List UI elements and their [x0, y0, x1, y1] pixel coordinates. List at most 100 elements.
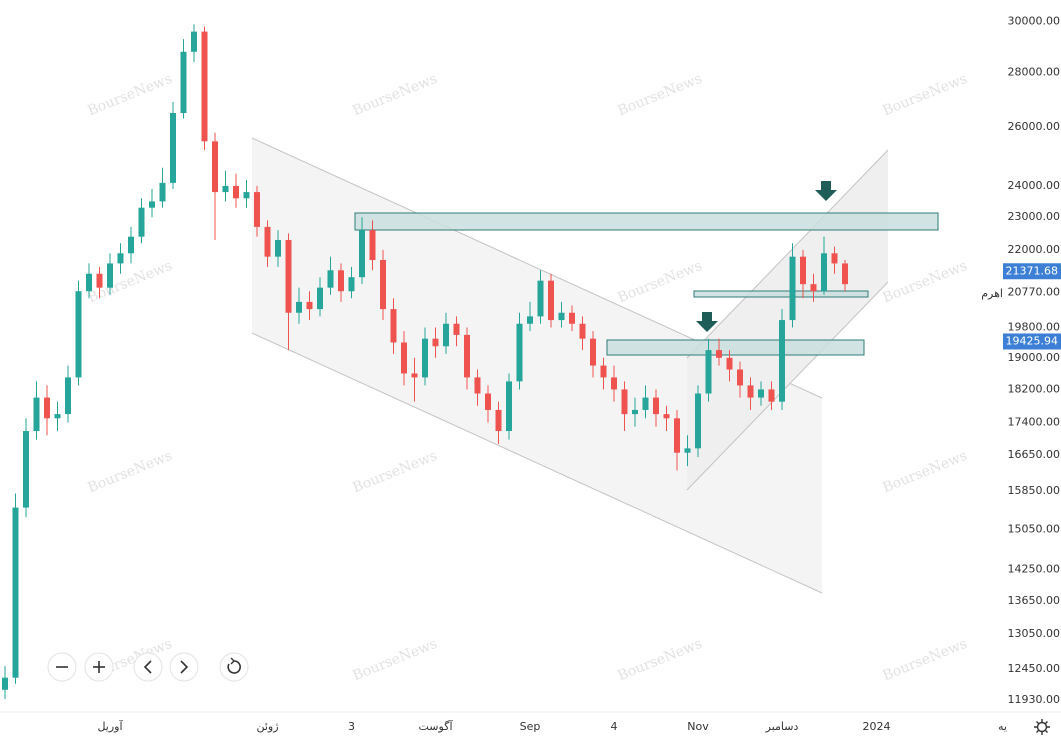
watermark: BourseNews — [880, 636, 969, 684]
watermark: BourseNews — [880, 448, 969, 496]
zoom-out-button[interactable] — [47, 652, 77, 682]
candle-body — [264, 226, 271, 257]
y-tick-label: 24000.00 — [1008, 179, 1061, 192]
x-tick-label: 4 — [611, 720, 618, 733]
price-tag-label: 19425.94 — [1006, 334, 1059, 347]
candle-body — [726, 357, 733, 370]
candle-body — [275, 239, 281, 257]
y-tick-label: 20770.00 — [1008, 285, 1061, 298]
candle-body — [86, 273, 92, 292]
candle-body — [684, 448, 691, 453]
candle-body — [285, 239, 292, 313]
candle-body — [2, 677, 8, 690]
y-tick-label: 19800.00 — [1008, 320, 1061, 333]
x-tick-label: یه — [998, 720, 1007, 733]
y-tick-label: 12450.00 — [1008, 662, 1061, 675]
x-tick-label: Sep — [520, 720, 541, 733]
y-tick-label: 26000.00 — [1008, 120, 1061, 133]
candle-body — [831, 253, 838, 264]
candle-body — [485, 393, 491, 410]
candle-body — [705, 350, 712, 394]
candle-body — [390, 309, 397, 343]
candle-body — [201, 31, 208, 142]
watermark: BourseNews — [880, 71, 969, 119]
watermark: BourseNews — [880, 258, 969, 306]
candle-body — [443, 323, 449, 347]
y-tick-label: 30000.00 — [1008, 15, 1061, 28]
scroll-left-button[interactable] — [133, 652, 163, 682]
y-tick-label: 19000.00 — [1008, 351, 1061, 364]
x-tick-label: Nov — [687, 720, 709, 733]
candle-body — [506, 381, 512, 432]
settings-button[interactable] — [1034, 719, 1050, 735]
candle-body — [96, 273, 103, 288]
channel-lower-line — [251, 332, 823, 594]
candle-body — [380, 260, 386, 310]
arrow-marker — [815, 181, 837, 201]
y-tick-label: 28000.00 — [1008, 66, 1061, 79]
candle-body — [810, 284, 817, 292]
x-tick-label: آگوست — [419, 719, 454, 733]
candle-body — [65, 377, 71, 415]
price-tag-box — [1003, 263, 1061, 280]
candle-body — [747, 385, 754, 398]
candle-body — [621, 389, 628, 415]
candle-body — [453, 323, 460, 335]
y-tick-label: 13050.00 — [1008, 627, 1061, 640]
price-tag-label: 21371.68 — [1006, 264, 1059, 277]
reset-button[interactable] — [219, 652, 249, 682]
candle-body — [359, 230, 365, 278]
candle-body — [632, 409, 638, 415]
y-tick-label: 15050.00 — [1008, 522, 1061, 535]
scroll-right-button[interactable] — [169, 652, 199, 682]
resistance-zone — [354, 212, 939, 231]
y-tick-label: 13650.00 — [1008, 594, 1061, 607]
candle-body — [653, 397, 659, 415]
candle-body — [768, 389, 775, 402]
candle-body — [107, 263, 113, 288]
candle-body — [254, 192, 260, 227]
candles — [2, 24, 848, 699]
candle-body — [222, 185, 229, 193]
candle-body — [296, 301, 302, 313]
candle-body — [138, 207, 145, 237]
watermark: BourseNews — [350, 448, 439, 496]
candle-body — [737, 369, 743, 386]
arrow-marker — [696, 312, 718, 332]
watermark: BourseNews — [85, 71, 174, 119]
candle-body — [558, 312, 565, 321]
candle-body — [75, 291, 82, 378]
y-tick-label: 11930.00 — [1008, 693, 1061, 706]
y-tick-label: 18200.00 — [1008, 382, 1061, 395]
candle-body — [758, 389, 764, 398]
candle-body — [821, 253, 827, 292]
y-tick-label: 14250.00 — [1008, 562, 1061, 575]
ascending-lower-line — [686, 281, 889, 491]
candle-body — [642, 397, 649, 410]
candle-body — [537, 280, 544, 317]
candle-body — [674, 418, 680, 453]
y-tick-label: 22000.00 — [1008, 243, 1061, 256]
ascending-channel — [687, 150, 888, 490]
watermark: BourseNews — [615, 636, 704, 684]
candle-body — [464, 334, 470, 378]
candle-body — [212, 141, 218, 193]
candle-body — [716, 350, 722, 358]
candle-body — [191, 31, 197, 52]
candle-body — [527, 316, 533, 324]
level-label: اهرم — [981, 287, 1003, 300]
candle-body — [369, 230, 376, 261]
candle-body — [411, 373, 418, 378]
support-zone — [606, 339, 865, 356]
y-tick-label: 17400.00 — [1008, 416, 1061, 429]
candle-body — [779, 320, 785, 402]
x-tick-label: دسامبر — [765, 720, 799, 733]
price-tag-box — [1003, 333, 1061, 350]
watermark: BourseNews — [615, 71, 704, 119]
zoom-in-button[interactable] — [84, 652, 114, 682]
watermark: BourseNews — [350, 636, 439, 684]
candle-body — [12, 507, 19, 678]
candle-body — [159, 182, 166, 202]
candle-body — [348, 277, 355, 292]
